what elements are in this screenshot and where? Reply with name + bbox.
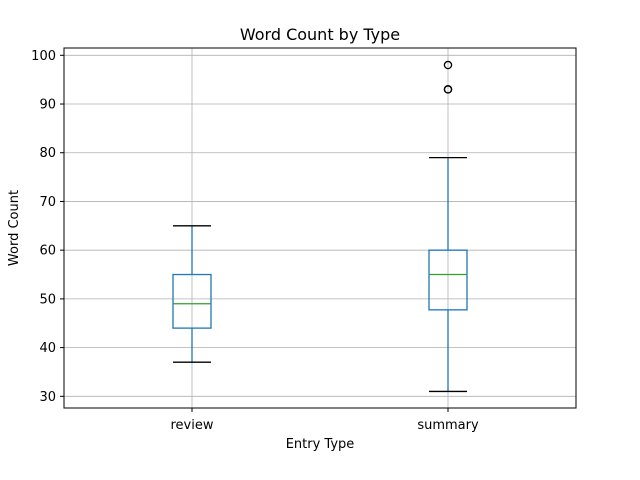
outlier-point — [443, 85, 453, 94]
y-tick-label: 100 — [31, 49, 56, 64]
x-axis-label: Entry Type — [286, 437, 355, 452]
chart-title: Word Count by Type — [240, 25, 400, 44]
y-axis: 30 40 50 60 70 80 90 100 — [31, 49, 64, 405]
y-tick-label: 50 — [39, 292, 56, 307]
iqr-box — [428, 249, 468, 311]
y-tick-label: 60 — [39, 244, 56, 259]
box-summary — [428, 60, 468, 393]
grid-lines — [64, 48, 576, 408]
y-tick-label: 70 — [39, 195, 56, 210]
y-tick-label: 40 — [39, 341, 56, 356]
plot-area — [172, 60, 468, 393]
x-tick-label: summary — [417, 418, 479, 433]
outlier-point — [443, 60, 453, 70]
iqr-box — [172, 273, 212, 329]
box-review — [172, 225, 212, 363]
axes-frame — [63, 47, 577, 409]
y-axis-label: Word Count — [7, 190, 22, 266]
x-tick-label: review — [171, 418, 214, 433]
y-tick-label: 90 — [39, 98, 56, 113]
x-axis: review summary — [171, 408, 479, 433]
y-tick-label: 80 — [39, 146, 56, 161]
y-tick-label: 30 — [39, 390, 56, 405]
